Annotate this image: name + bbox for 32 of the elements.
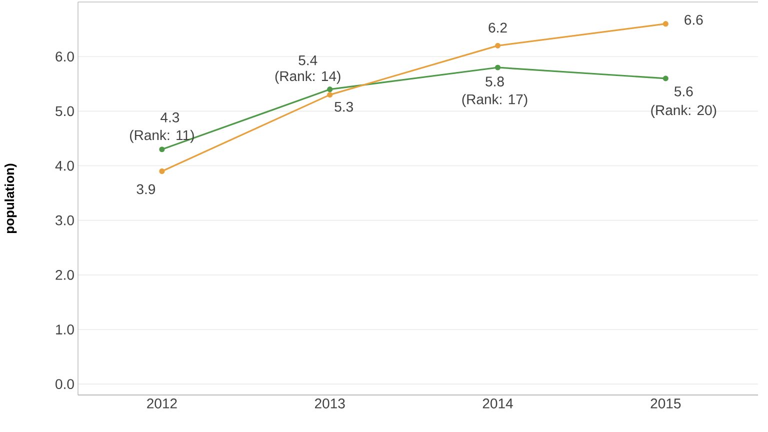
y-tick-label: 2.0 [56,270,74,280]
data-label: 5.3 [334,102,353,112]
data-label: 6.2 [488,22,507,33]
x-tick-label: 2014 [482,398,513,408]
data-label: 5.4 [298,55,318,66]
annotation: (Rank: 14) [275,70,340,84]
point [662,76,668,82]
y-tick-label: 4.0 [55,160,74,171]
data-label: 5.6 [674,86,693,96]
data-label: 6.6 [684,14,703,25]
data-label: 5.8 [486,76,504,86]
point [327,86,333,92]
y-tick-label: 6.0 [56,52,74,62]
point [159,168,165,174]
x-tick-label: 2015 [650,398,681,408]
point [494,42,501,48]
point [159,146,165,152]
annotation: (Rank: 11) [130,130,194,143]
point [494,64,501,70]
y-tick-label: 0.0 [56,379,74,390]
point [327,92,333,98]
y-tick-label: 3.0 [56,215,74,226]
data-label: 4.3 [160,112,180,122]
annotation: (Rank: 17) [462,94,528,108]
x-tick-label: 2013 [314,398,345,408]
annotation: (Rank: 20) [651,104,716,118]
y-axis-title: population) [4,164,17,234]
x-tick-label: 2012 [147,398,177,408]
y-tick-label: 5.0 [56,106,74,116]
point [662,21,668,27]
data-label: 3.9 [136,184,156,194]
y-tick-label: 1.0 [56,324,74,334]
